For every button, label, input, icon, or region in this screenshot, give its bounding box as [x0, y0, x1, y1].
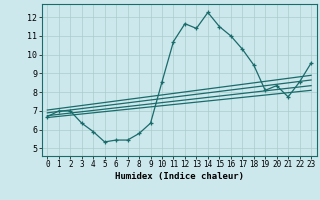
X-axis label: Humidex (Indice chaleur): Humidex (Indice chaleur): [115, 172, 244, 181]
